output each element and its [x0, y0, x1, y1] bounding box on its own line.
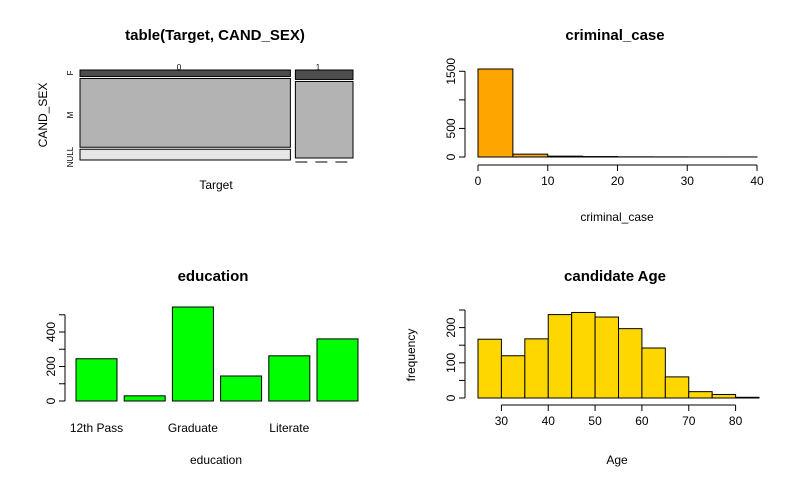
age-title: candidate Age — [564, 268, 666, 285]
age-bar-4 — [572, 312, 595, 398]
education-title: education — [178, 268, 249, 285]
age-x-tick-label-5: 80 — [729, 414, 743, 428]
mosaic-col-label-1: 1 — [316, 63, 321, 72]
age-x-tick-label-2: 50 — [588, 414, 602, 428]
criminal-case-x-tick-label-0: 0 — [475, 174, 482, 188]
education-x-tick-label-0: 12th Pass — [70, 421, 123, 435]
age-panel: candidate Age Age frequency 30 40 50 60 70 80… — [404, 268, 759, 467]
education-x-tick-label-4: Literate — [269, 421, 309, 435]
criminal-case-panel: criminal_case criminal_case 0 10 20 30 40 0 50… — [444, 27, 764, 224]
mosaic-row-label-m: M — [66, 111, 75, 118]
mosaic-xlabel: Target — [199, 178, 233, 192]
mosaic-cell-0-f — [80, 70, 290, 76]
education-y-tick-label-0: 0 — [44, 397, 58, 404]
criminal-case-bar-0 — [478, 69, 513, 157]
mosaic-panel: table(Target, CAND_SEX) Target CAND_SEX … — [36, 27, 353, 192]
mosaic-ylabel: CAND_SEX — [36, 83, 50, 148]
age-xlabel: Age — [606, 453, 628, 467]
education-bar-5 — [317, 339, 358, 401]
age-y-tick-label-2: 200 — [444, 317, 458, 337]
criminal-case-y-tick-label-1: 500 — [444, 118, 458, 138]
age-x-tick-label-3: 60 — [635, 414, 649, 428]
mosaic-cell-0-null — [80, 149, 290, 160]
criminal-case-bar-2 — [548, 156, 583, 157]
age-bar-0 — [478, 339, 501, 398]
criminal-case-bar-1 — [513, 154, 548, 157]
education-y-tick-label-1: 200 — [44, 356, 58, 376]
mosaic-title: table(Target, CAND_SEX) — [125, 27, 305, 44]
education-bar-1 — [124, 396, 165, 401]
mosaic-cell-1-f — [295, 70, 353, 79]
criminal-case-x-tick-label-2: 20 — [611, 174, 625, 188]
age-x-tick-label-4: 70 — [682, 414, 696, 428]
education-bar-2 — [172, 307, 213, 401]
criminal-case-x-tick-label-1: 10 — [541, 174, 555, 188]
age-bar-1 — [501, 356, 524, 398]
education-xlabel: education — [190, 453, 242, 467]
education-bar-4 — [269, 356, 310, 401]
mosaic-cell-0-m — [80, 78, 290, 147]
criminal-case-x-tick-label-4: 40 — [750, 174, 764, 188]
mosaic-cell-1-m — [295, 81, 353, 158]
education-bar-0 — [76, 359, 117, 401]
age-x-tick-label-0: 30 — [495, 414, 509, 428]
age-bar-2 — [525, 339, 548, 398]
age-bar-5 — [595, 317, 618, 398]
education-y-tick-label-2: 400 — [44, 322, 58, 342]
age-y-tick-label-1: 100 — [444, 352, 458, 372]
mosaic-row-label-f: F — [66, 70, 75, 75]
age-y-tick-label-0: 0 — [444, 394, 458, 401]
criminal-case-xlabel: criminal_case — [580, 210, 654, 224]
age-bar-6 — [619, 329, 642, 398]
education-bar-3 — [221, 376, 262, 401]
age-bar-9 — [689, 392, 712, 398]
education-x-tick-label-2: Graduate — [168, 421, 218, 435]
age-bar-11 — [736, 397, 759, 398]
education-panel: education education 12th Pass Graduate Lit… — [44, 268, 358, 467]
age-bar-10 — [712, 394, 735, 398]
criminal-case-y-tick-label-0: 0 — [444, 153, 458, 160]
age-bar-3 — [548, 315, 571, 398]
criminal-case-y-tick-label-2: 1500 — [444, 58, 458, 85]
mosaic-row-label-null: NULL — [66, 146, 75, 167]
age-bar-7 — [642, 348, 665, 398]
age-bar-8 — [665, 377, 688, 398]
age-x-tick-label-1: 40 — [542, 414, 556, 428]
criminal-case-x-tick-label-3: 30 — [681, 174, 695, 188]
age-ylabel: frequency — [404, 329, 418, 382]
mosaic-col-label-0: 0 — [177, 63, 182, 72]
criminal-case-title: criminal_case — [565, 27, 664, 44]
